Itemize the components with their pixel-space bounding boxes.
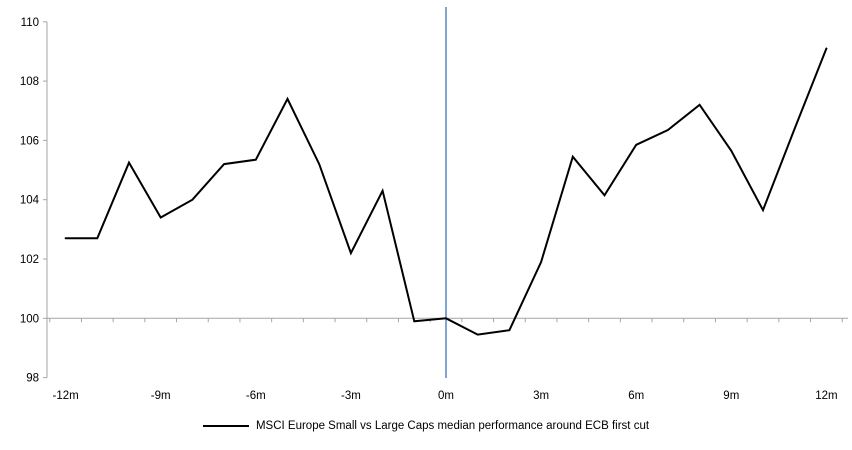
y-axis-label: 100 xyxy=(20,313,39,325)
y-axis-label: 110 xyxy=(21,17,39,29)
x-axis-label: 0m xyxy=(438,390,454,402)
legend-line-sample xyxy=(202,425,249,427)
y-axis-label: 102 xyxy=(20,254,39,266)
x-axis-label: 6m xyxy=(628,390,644,402)
y-axis-label: 104 xyxy=(20,195,40,207)
x-axis-label: -3m xyxy=(341,390,361,402)
x-axis-label: 3m xyxy=(533,390,549,402)
legend: MSCI Europe Small vs Large Caps median p… xyxy=(0,414,852,438)
y-axis-label: 106 xyxy=(20,135,39,147)
x-axis-label: -6m xyxy=(246,390,266,402)
x-axis-label: 12m xyxy=(815,390,837,402)
x-axis-label: 9m xyxy=(723,390,739,402)
y-axis-label: 108 xyxy=(20,76,39,88)
x-axis-label: -12m xyxy=(52,390,78,402)
series-line xyxy=(64,47,828,336)
x-axis-label: -9m xyxy=(151,390,171,402)
legend-label: MSCI Europe Small vs Large Caps median p… xyxy=(255,420,650,432)
y-axis-label: 98 xyxy=(26,373,39,385)
